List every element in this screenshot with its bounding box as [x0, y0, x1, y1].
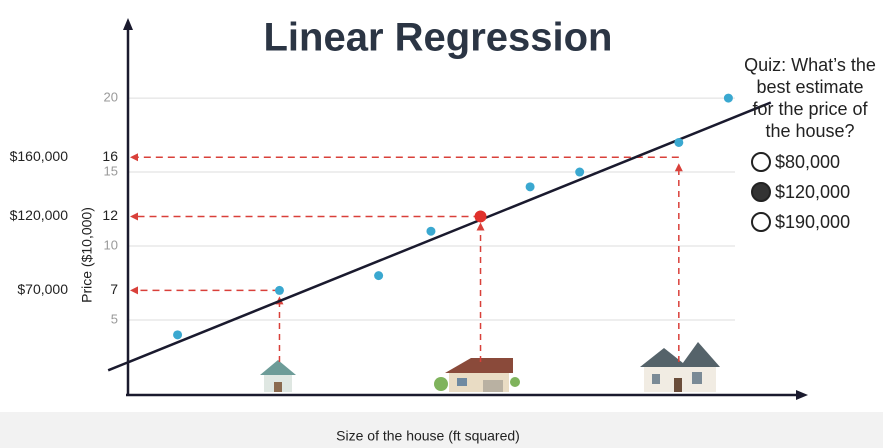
quiz-question: best estimate — [756, 77, 863, 97]
guide-arrow — [674, 163, 683, 172]
guide-arrow — [130, 286, 138, 295]
radio[interactable] — [751, 182, 771, 202]
price-label: $70,000 — [17, 281, 68, 297]
y-axis-label: Price ($10,000) — [79, 207, 95, 303]
point — [525, 182, 535, 192]
radio[interactable] — [751, 152, 771, 172]
chart-title: Linear Regression — [263, 16, 612, 60]
x-arrow — [796, 390, 808, 400]
price-label: $120,000 — [10, 207, 69, 223]
y-tick-label: 15 — [104, 163, 118, 178]
footer-band — [0, 412, 883, 448]
plot: 5 10 15 20 7 $70,000 12 $120,000 16 $160,000 — [10, 90, 772, 372]
radio[interactable] — [751, 212, 771, 232]
quiz-question: the house? — [765, 121, 854, 141]
quiz-option[interactable]: $120,000 — [775, 182, 850, 202]
highlight-tick-label: 7 — [110, 281, 118, 297]
regression-line — [107, 101, 772, 372]
guide-arrow — [130, 212, 138, 221]
guide-arrow — [130, 153, 138, 162]
point — [426, 226, 436, 236]
y-tick-label: 20 — [104, 90, 118, 105]
quiz-option[interactable]: $190,000 — [775, 212, 850, 232]
house-medium — [434, 358, 520, 392]
predicted-point — [474, 210, 487, 223]
guide-arrow — [476, 222, 485, 231]
x-axis-label: Size of the house (ft squared) — [336, 428, 520, 444]
point — [723, 93, 733, 103]
quiz-question: Quiz: What’s the — [744, 55, 876, 75]
y-tick-label: 10 — [104, 237, 118, 252]
point — [575, 167, 585, 177]
quiz-question: for the price of — [752, 99, 868, 119]
houses — [260, 342, 720, 392]
highlight-tick-label: 16 — [102, 148, 118, 164]
price-label: $160,000 — [10, 148, 69, 164]
y-arrow — [123, 18, 133, 30]
highlight-tick-label: 12 — [102, 207, 118, 223]
point — [374, 271, 384, 281]
quiz-option[interactable]: $80,000 — [775, 152, 840, 172]
house-large — [640, 342, 720, 392]
house-small — [260, 360, 296, 392]
y-tick-label: 5 — [111, 311, 118, 326]
point — [674, 137, 684, 147]
point — [173, 330, 183, 340]
point — [274, 285, 284, 295]
